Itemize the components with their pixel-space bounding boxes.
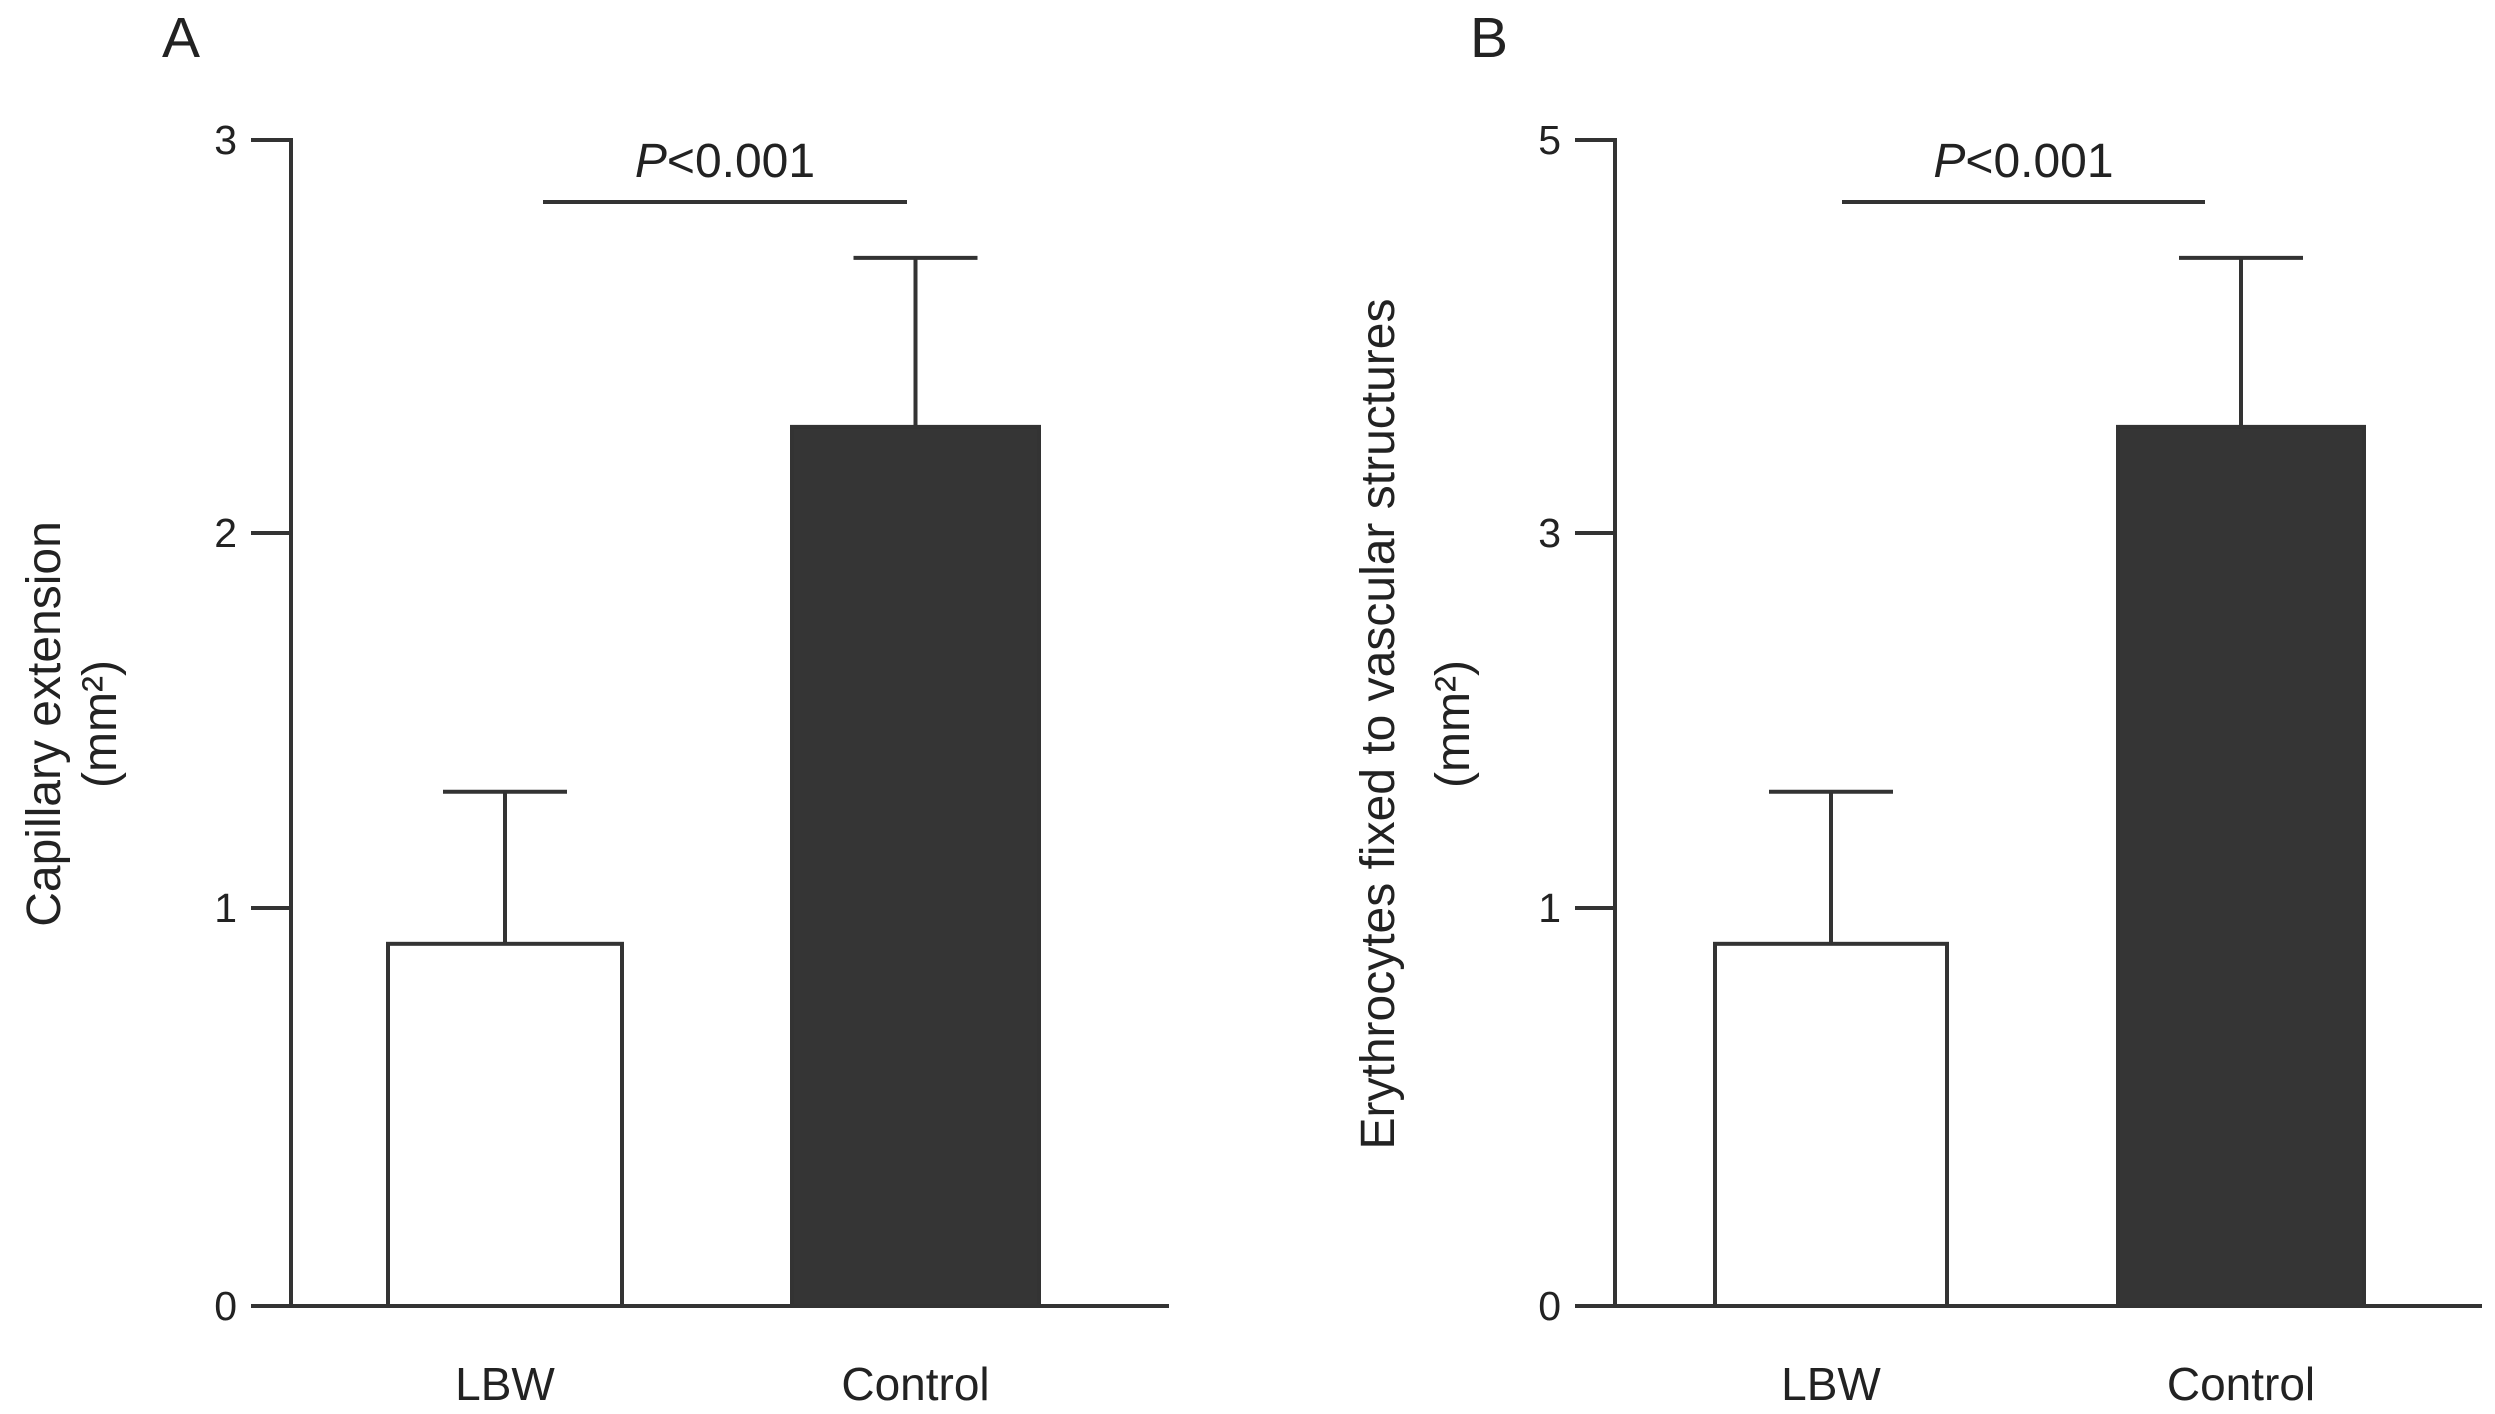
p-value-annotation: P<0.001 [1933, 135, 2113, 188]
x-tick-label: LBW [455, 1358, 555, 1410]
x-tick-label: LBW [1781, 1358, 1881, 1410]
p-value: <0.001 [667, 135, 815, 188]
bar-control [790, 424, 1041, 1308]
p-value: <0.001 [1965, 135, 2113, 188]
p-symbol: P [635, 135, 667, 188]
y-tick-label: 1 [214, 885, 237, 931]
bar-lbw [1713, 941, 1949, 1308]
y-axis-unit: (mm²) [74, 660, 127, 788]
y-tick-label: 3 [1538, 510, 1561, 556]
bar-control [2116, 424, 2366, 1308]
x-tick-label: Control [2167, 1358, 2315, 1410]
y-axis-label: Erythrocytes fixed to vascular structure… [1352, 299, 1405, 1150]
panel-label: B [1470, 6, 1508, 70]
y-tick-label: 3 [214, 117, 237, 163]
y-tick-label: 0 [214, 1283, 237, 1329]
y-axis-label: Capillary extension [18, 521, 71, 927]
y-tick-label: 0 [1538, 1283, 1561, 1329]
bar-lbw [386, 941, 624, 1308]
panel-label: A [162, 6, 200, 70]
panel-b: B LBW Control 0 1 3 5 Erythrocytes fixed to vas… [1352, 6, 2482, 1410]
panel-a: A LBW Control 0 1 2 3 Capillary extension (mm²) P… [18, 6, 1169, 1410]
y-axis-unit: (mm²) [1427, 660, 1480, 788]
p-symbol: P [1933, 135, 1965, 188]
y-tick-label: 2 [214, 510, 237, 556]
y-tick-label: 1 [1538, 885, 1561, 931]
y-tick-label: 5 [1538, 117, 1561, 163]
p-value-annotation: P<0.001 [635, 135, 815, 188]
x-tick-label: Control [841, 1358, 989, 1410]
